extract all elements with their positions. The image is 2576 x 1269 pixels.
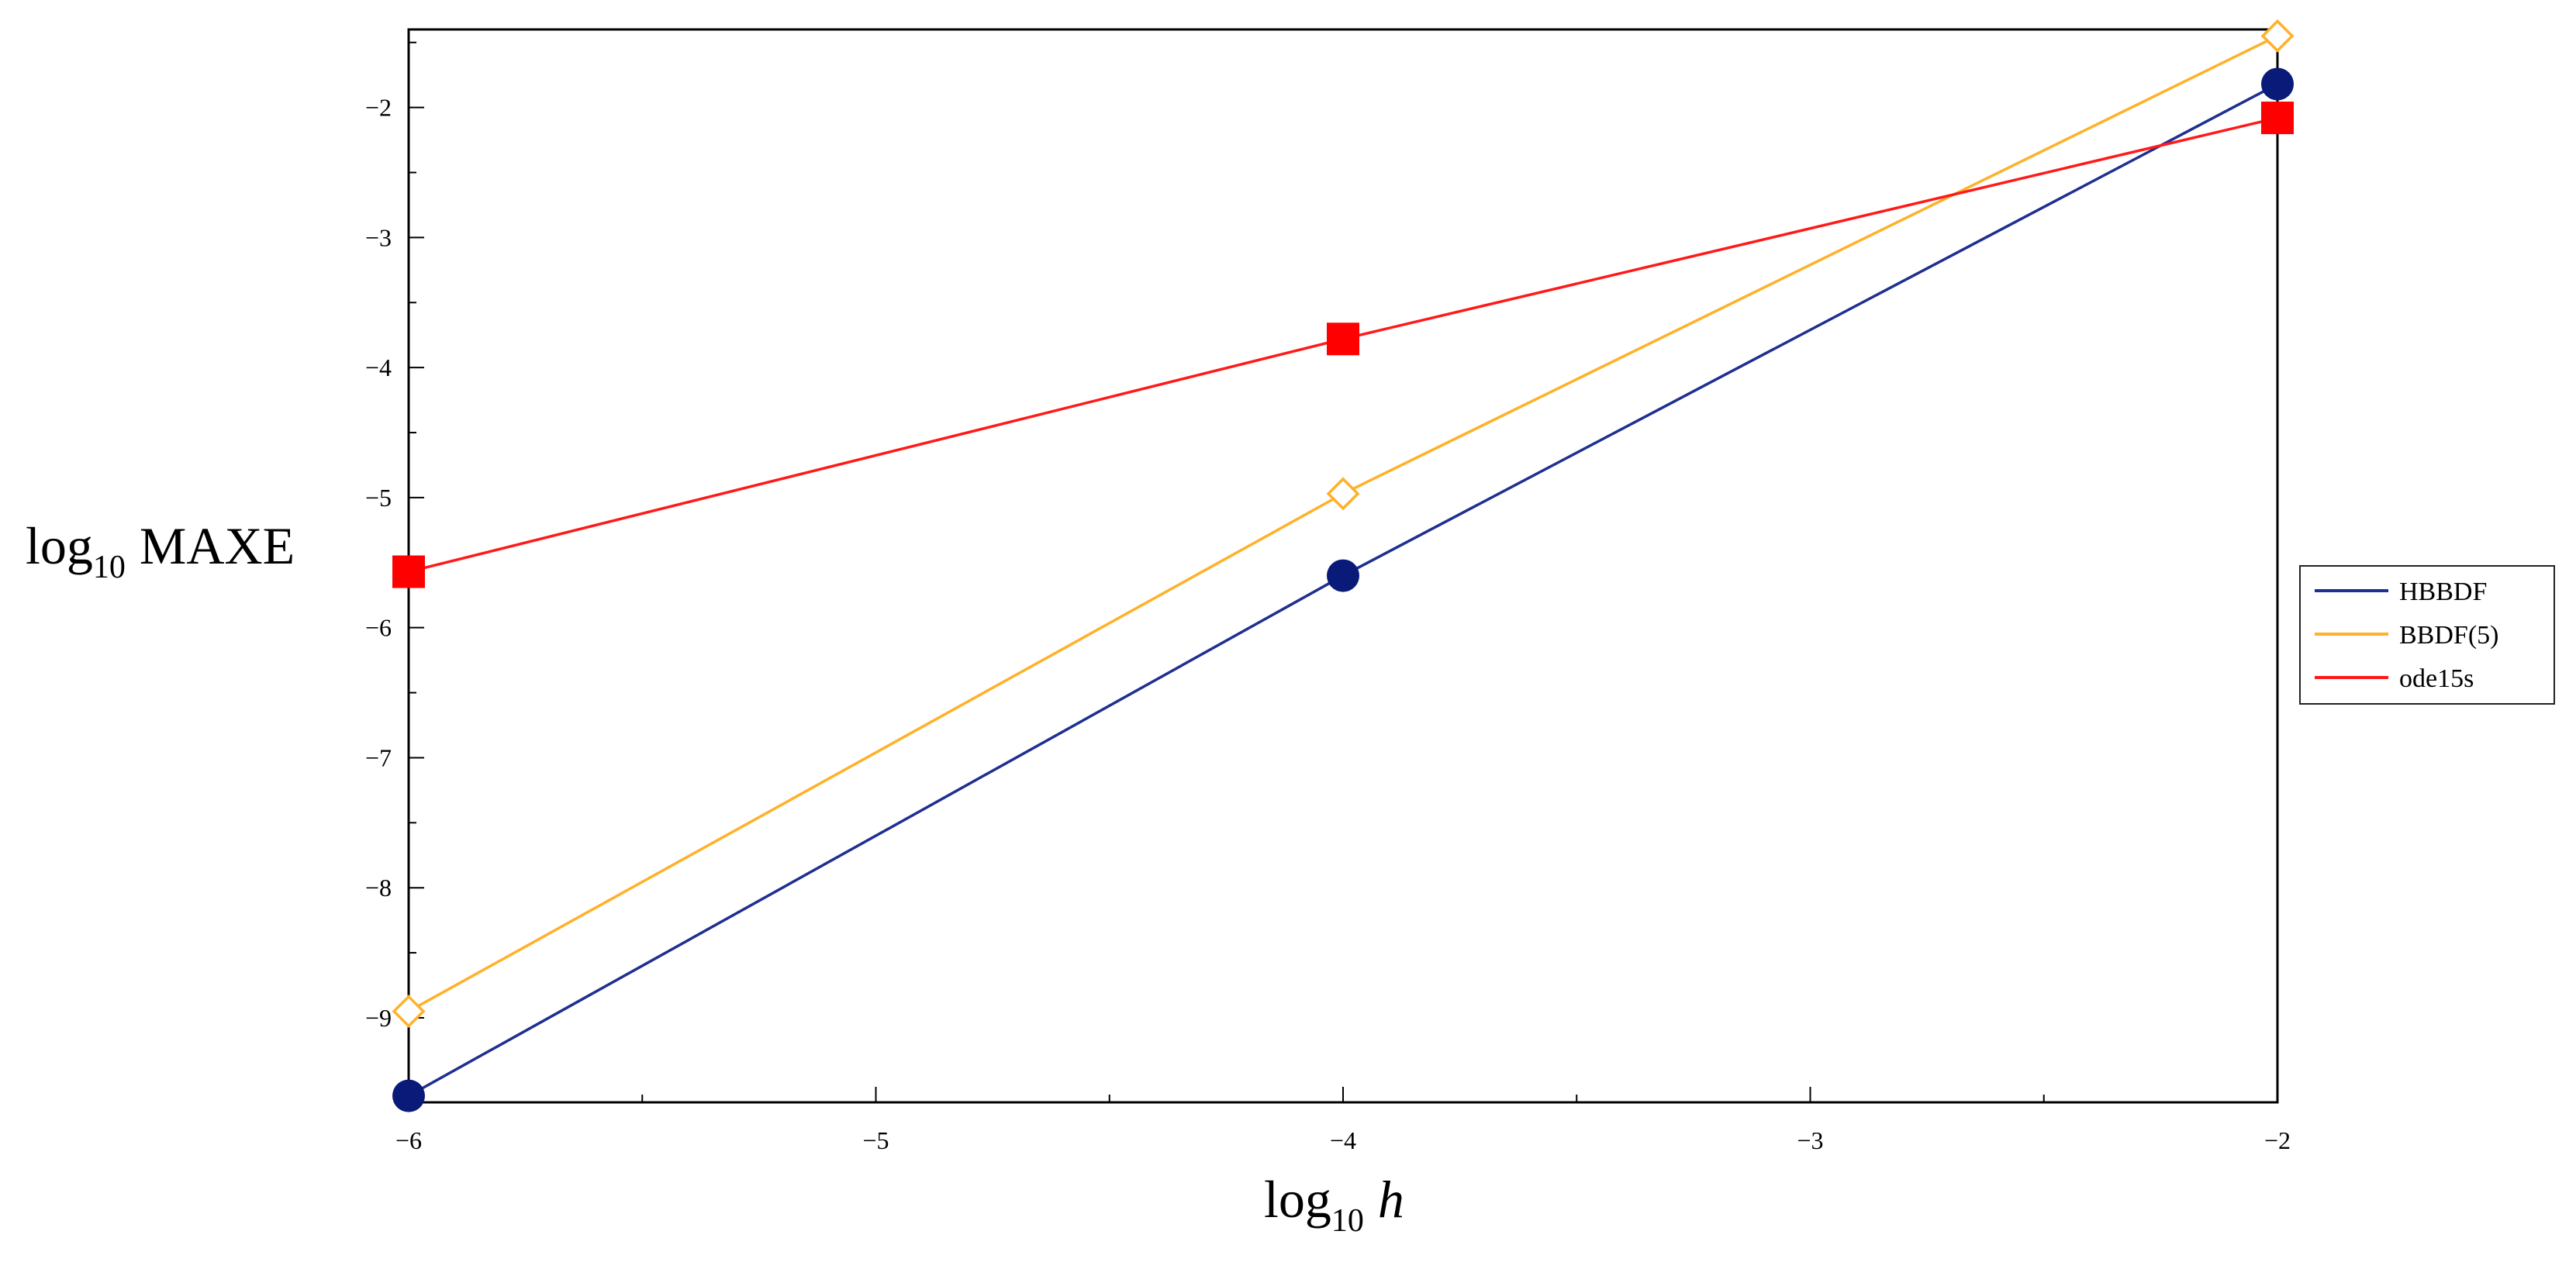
x-tick-label: −3 <box>1797 1126 1823 1154</box>
data-point-hbbdf <box>392 1079 425 1112</box>
y-tick-label: −6 <box>365 614 392 642</box>
x-axis-title-var: h <box>1378 1170 1404 1229</box>
x-tick-label: −2 <box>2264 1126 2291 1154</box>
series-line-bbdf-5 <box>408 34 2278 1013</box>
x-axis-title-base: log <box>1264 1170 1331 1229</box>
data-point-ode15s <box>1327 322 1359 356</box>
x-tick-label: −4 <box>1330 1126 1356 1154</box>
data-point-bbdf5 <box>1326 477 1360 511</box>
y-tick-label: −5 <box>365 484 392 512</box>
y-tick-label: −7 <box>365 743 392 771</box>
y-axis-title: log10 MAXE <box>26 516 295 585</box>
legend-label: BBDF(5) <box>2399 621 2498 650</box>
x-tick-label: −5 <box>862 1126 889 1154</box>
data-point-hbbdf <box>2261 67 2294 101</box>
y-tick-label: −4 <box>365 353 392 381</box>
data-point-hbbdf <box>1327 559 1359 592</box>
axis-ticks: −6 −5 −4 −3 −2 −2 −3 −4 −5 −6 −7 −8 −9 <box>365 41 2291 1154</box>
x-axis-title-subscript: 10 <box>1331 1203 1364 1239</box>
data-point-ode15s <box>392 555 425 588</box>
data-point-ode15s <box>2261 102 2294 135</box>
y-axis-title-base: log <box>26 516 93 575</box>
y-tick-label: −9 <box>365 1004 392 1032</box>
legend: HBBDF BBDF(5) ode15s <box>2299 565 2555 705</box>
data-point-bbdf5 <box>392 995 426 1029</box>
y-axis-title-subscript: 10 <box>93 550 126 585</box>
data-point-bbdf5 <box>2260 19 2295 53</box>
x-axis-title: log10 h <box>1264 1170 1404 1239</box>
x-tick-label: −6 <box>395 1126 422 1154</box>
y-axis-title-rest: MAXE <box>140 516 295 575</box>
legend-label: ode15s <box>2399 664 2474 693</box>
legend-label: HBBDF <box>2399 578 2487 606</box>
y-tick-label: −8 <box>365 874 392 902</box>
y-tick-label: −2 <box>365 94 392 122</box>
data-markers <box>392 19 2295 1112</box>
y-tick-label: −3 <box>365 223 392 251</box>
